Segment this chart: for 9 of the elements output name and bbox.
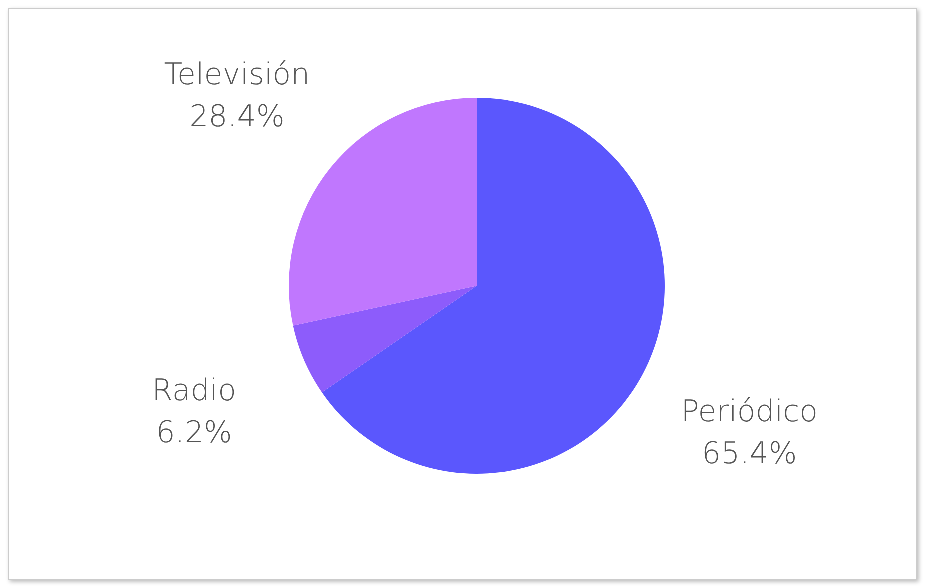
slice-label: Televisión bbox=[164, 58, 310, 93]
pie-slice bbox=[322, 98, 665, 474]
data-label: 28.4% bbox=[190, 100, 285, 135]
data-label: 6.2% bbox=[156, 415, 232, 450]
data-label: 65.4% bbox=[702, 436, 798, 472]
pie-slice bbox=[289, 98, 477, 326]
slice-label: Radio bbox=[152, 373, 236, 408]
pie-slice bbox=[293, 286, 477, 393]
slice-label: Periódico bbox=[681, 394, 818, 430]
